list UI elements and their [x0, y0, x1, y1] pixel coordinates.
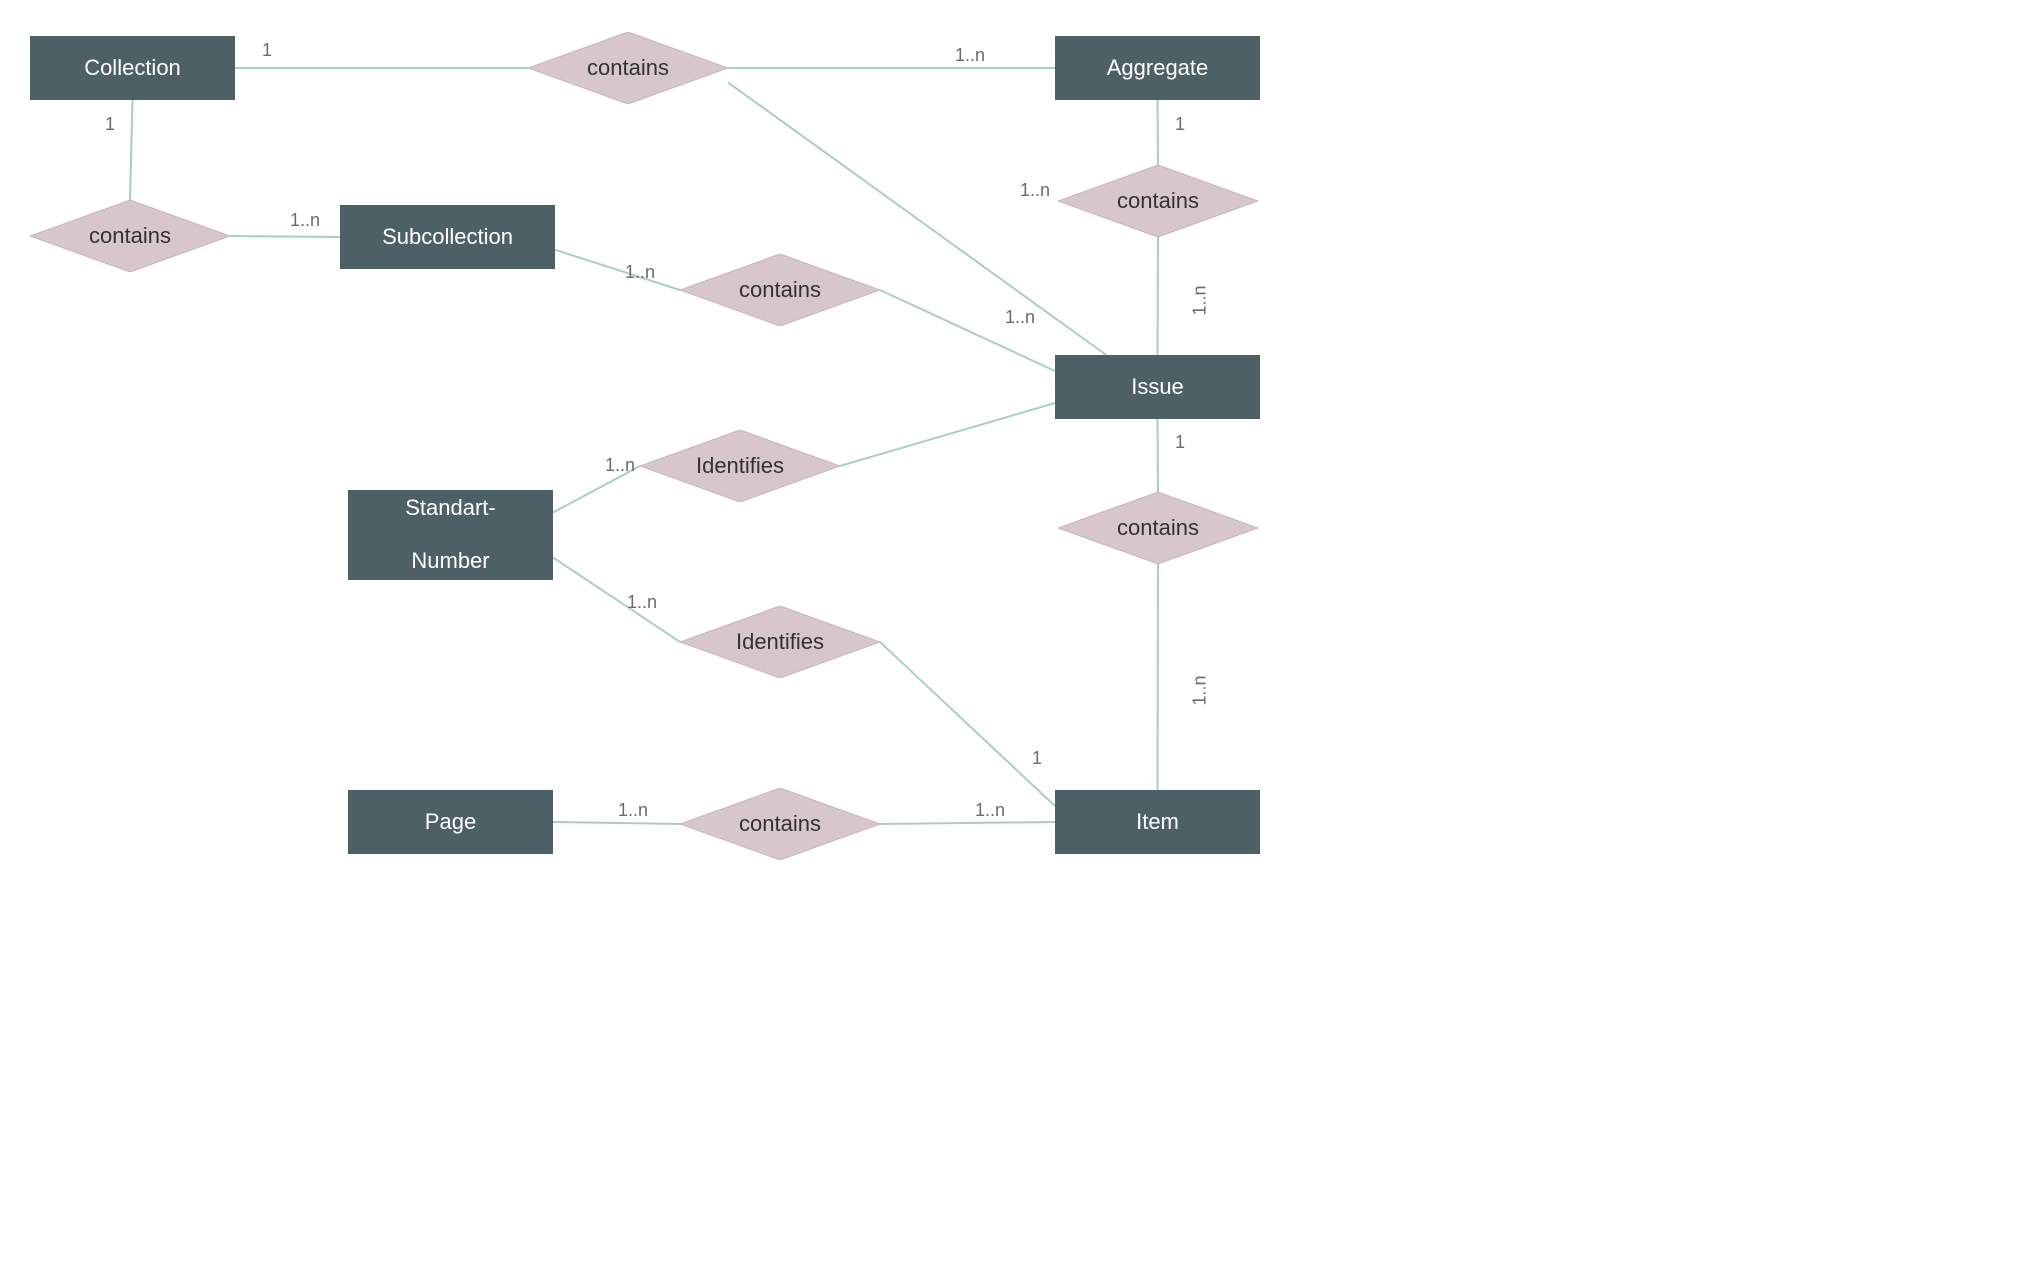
edge	[130, 100, 133, 200]
cardinality-label: 1..n	[1190, 285, 1211, 315]
edge	[553, 466, 640, 513]
cardinality-label: 1	[1032, 748, 1042, 769]
entity-label: Issue	[1131, 374, 1184, 400]
entity-label: Subcollection	[382, 224, 513, 250]
relationship-contains_left: contains	[30, 200, 230, 272]
entity-collection: Collection	[30, 36, 235, 100]
relationship-identifies_issue: Identifies	[640, 430, 840, 502]
relationship-contains_issue_item: contains	[1058, 492, 1258, 564]
edge	[553, 558, 680, 643]
cardinality-label: 1	[1175, 432, 1185, 453]
edge	[1158, 100, 1159, 165]
relationship-contains_aggregate: contains	[1058, 165, 1258, 237]
relationship-contains_sub: contains	[680, 254, 880, 326]
er-diagram: 1 1..n 1 1..n 1 1..n 1..n 1..n 1..n 1 1..n 1 1..n 1..…	[0, 0, 1480, 940]
cardinality-label: 1..n	[1005, 307, 1035, 328]
edge	[1158, 564, 1159, 790]
edge	[1158, 419, 1159, 492]
relationship-identifies_item: Identifies	[680, 606, 880, 678]
cardinality-label: 1..n	[605, 455, 635, 476]
cardinality-label: 1..n	[1020, 180, 1050, 201]
entity-aggregate: Aggregate	[1055, 36, 1260, 100]
entity-label: Page	[425, 809, 476, 835]
entity-label: Number	[411, 548, 489, 574]
edge	[230, 236, 340, 237]
entity-page: Page	[348, 790, 553, 854]
cardinality-label: 1	[105, 114, 115, 135]
cardinality-label: 1	[262, 40, 272, 61]
edge	[880, 642, 1055, 806]
cardinality-label: 1..n	[955, 45, 985, 66]
entity-label: Collection	[84, 55, 181, 81]
cardinality-label: 1..n	[625, 262, 655, 283]
cardinality-label: 1..n	[975, 800, 1005, 821]
entity-label: Aggregate	[1107, 55, 1209, 81]
relationship-contains_top: contains	[528, 32, 728, 104]
entity-item: Item	[1055, 790, 1260, 854]
entity-label: Item	[1136, 809, 1179, 835]
edge	[880, 822, 1055, 824]
edge	[880, 290, 1055, 371]
edge	[555, 250, 680, 290]
cardinality-label: 1..n	[627, 592, 657, 613]
entity-standart: Standart- Number	[348, 490, 553, 580]
relationship-contains_page: contains	[680, 788, 880, 860]
edge	[553, 822, 680, 824]
cardinality-label: 1..n	[1190, 675, 1211, 705]
cardinality-label: 1..n	[290, 210, 320, 231]
entity-label: Standart-	[405, 495, 496, 521]
cardinality-label: 1..n	[618, 800, 648, 821]
entity-subcollection: Subcollection	[340, 205, 555, 269]
cardinality-label: 1	[1175, 114, 1185, 135]
edge	[840, 403, 1055, 466]
edge	[1158, 237, 1159, 355]
entity-issue: Issue	[1055, 355, 1260, 419]
